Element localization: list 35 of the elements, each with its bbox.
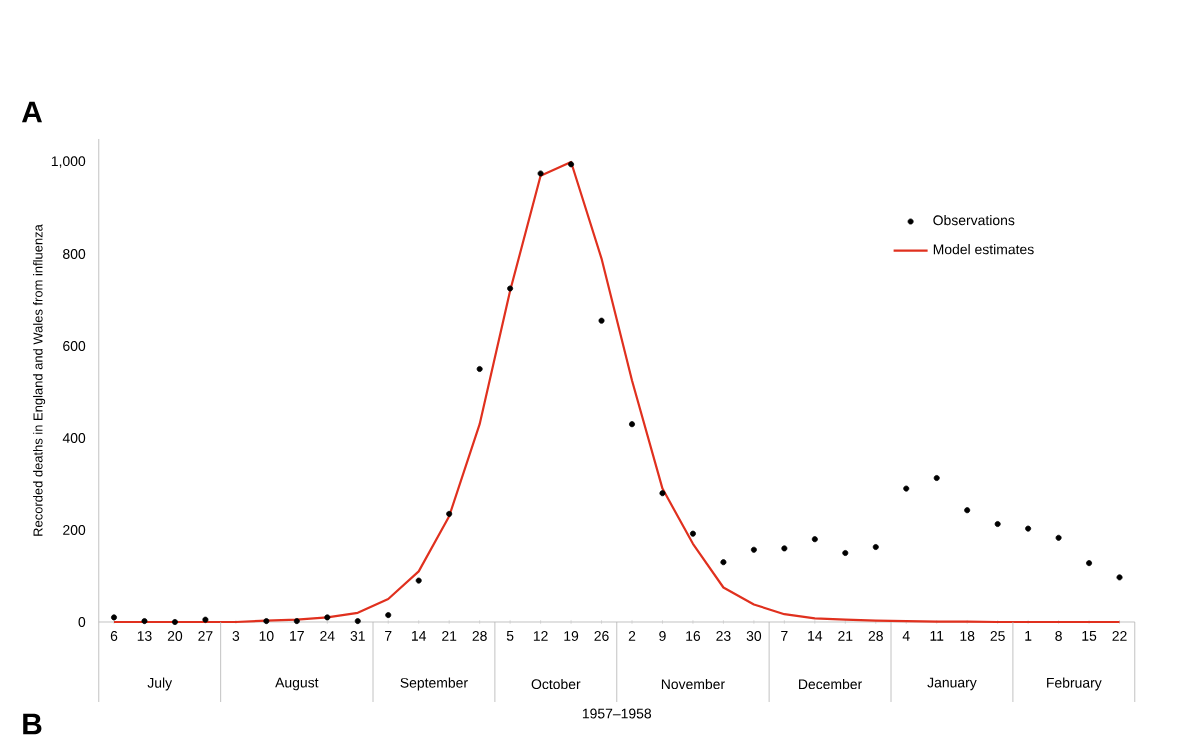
point — [689, 530, 696, 537]
point — [476, 366, 483, 372]
point — [537, 170, 544, 177]
point — [1116, 574, 1123, 581]
point — [1025, 525, 1032, 532]
point — [111, 614, 117, 621]
point — [446, 510, 453, 517]
point — [415, 577, 422, 584]
text: B — [23, 713, 42, 735]
point — [811, 536, 818, 543]
point — [568, 161, 575, 168]
point — [781, 545, 788, 552]
point — [872, 544, 879, 551]
point — [324, 614, 331, 621]
point — [598, 317, 605, 324]
point — [1086, 560, 1093, 567]
point — [1055, 534, 1062, 541]
point — [964, 507, 971, 514]
point — [903, 485, 910, 492]
point — [629, 421, 635, 428]
point — [202, 616, 209, 623]
point — [385, 612, 392, 619]
point — [354, 618, 361, 625]
point — [141, 618, 148, 625]
point — [293, 618, 300, 625]
point — [720, 559, 727, 566]
point — [263, 618, 270, 625]
text: A — [21, 101, 42, 123]
point — [171, 619, 178, 625]
point — [750, 546, 757, 553]
point — [659, 490, 666, 497]
point — [842, 550, 849, 556]
point — [933, 475, 940, 482]
point — [994, 521, 1001, 528]
point — [507, 285, 514, 292]
